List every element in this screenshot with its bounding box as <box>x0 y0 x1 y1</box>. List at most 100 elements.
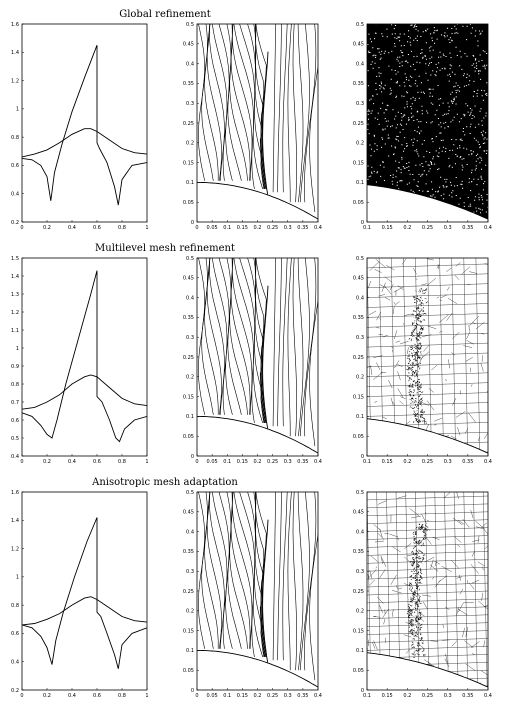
contour-line <box>299 492 310 671</box>
y-tick-label: 0.8 <box>11 603 19 609</box>
axes-frame <box>196 491 319 691</box>
x-tick-label: 0.6 <box>93 693 101 699</box>
y-tick-label: 0.3 <box>356 335 364 341</box>
contour-line <box>253 258 265 424</box>
panels-group: 0 0.2 0.4 0.6 0.8 10.20.40.60.811.21.41.60 0.0… <box>11 22 492 699</box>
y-tick-label: 0.1 <box>186 414 194 420</box>
x-tick-label: 0.25 <box>267 225 278 231</box>
panel-mesh-row2: 0.1 0.15 0.2 0.25 0.3 0.35 0.4 0 0.05 0.1 0.15 0.2 0… <box>353 490 492 699</box>
y-tick-label: 1.1 <box>11 328 19 334</box>
contour-line <box>206 492 222 649</box>
y-tick-label: 0.25 <box>353 589 364 595</box>
contour-line <box>209 258 225 415</box>
panel-content <box>22 270 147 443</box>
y-tick-label: 0.05 <box>353 434 364 440</box>
x-tick-label: 0.25 <box>422 225 433 231</box>
panel-content <box>367 24 488 222</box>
y-tick-label: 1.2 <box>11 546 19 552</box>
x-tick-label: 0.3 <box>284 225 292 231</box>
contour-line <box>272 492 276 661</box>
panel-profile-row0: 0 0.2 0.4 0.6 0.8 10.20.40.60.811.21.41.6 <box>11 22 149 231</box>
contour-line <box>282 258 288 427</box>
contour-line <box>255 258 267 424</box>
y-tick-label: 0.15 <box>353 160 364 166</box>
x-tick-label: 0 <box>195 459 198 465</box>
contour-line <box>255 492 266 658</box>
contour-line <box>299 258 310 437</box>
y-tick-label: 0.3 <box>356 569 364 575</box>
contour-line <box>253 24 265 190</box>
x-tick-label: 0.8 <box>118 225 126 231</box>
contour-line <box>226 258 242 415</box>
y-tick-label: 0.45 <box>183 42 194 48</box>
y-tick-label: 0.1 <box>356 180 364 186</box>
contour-line <box>282 24 288 193</box>
contour-line <box>209 492 225 649</box>
y-tick-label: 1.6 <box>11 490 19 496</box>
contour-line <box>287 24 292 203</box>
row-title-multilevel: Multilevel mesh refinement <box>95 243 235 254</box>
refined-band <box>406 523 429 658</box>
body-boundary <box>367 652 488 688</box>
panel-content <box>197 492 318 688</box>
series-line-0 <box>22 517 147 669</box>
x-tick-label: 0 <box>20 225 23 231</box>
x-tick-label: 0.2 <box>43 693 51 699</box>
x-tick-label: 0.8 <box>118 459 126 465</box>
x-tick-label: 0.2 <box>254 459 262 465</box>
axes-frame <box>21 23 148 223</box>
y-tick-label: 0.3 <box>356 101 364 107</box>
contour-line <box>309 64 318 213</box>
body-region <box>367 418 488 456</box>
x-tick-label: 0.1 <box>223 693 231 699</box>
y-tick-label: 0.4 <box>11 192 19 198</box>
y-tick-label: 0.25 <box>353 355 364 361</box>
body-region <box>367 184 488 222</box>
x-tick-label: 0.4 <box>314 693 322 699</box>
y-tick-label: 0.6 <box>11 163 19 169</box>
y-tick-label: 0.15 <box>183 394 194 400</box>
series-line-0 <box>22 45 147 206</box>
y-tick-label: 0.1 <box>186 648 194 654</box>
contour-line <box>304 24 317 203</box>
panel-contours-row2: 0 0.05 0.1 0.15 0.2 0.25 0.3 0.35 0.4 0 0.05 0.1 0.1… <box>183 490 322 699</box>
y-tick-label: 0.4 <box>186 529 194 535</box>
body-boundary <box>367 418 488 454</box>
y-tick-label: 0.1 <box>356 414 364 420</box>
contour-line <box>309 532 318 681</box>
x-tick-label: 0.4 <box>484 693 492 699</box>
contour-line <box>231 258 253 415</box>
contour-line <box>233 24 255 190</box>
panel-content <box>197 24 318 220</box>
x-tick-label: 0.8 <box>118 693 126 699</box>
contour-line <box>282 492 288 661</box>
contour-line <box>304 492 317 671</box>
x-tick-label: 0.35 <box>462 693 473 699</box>
x-tick-label: 0.25 <box>267 693 278 699</box>
x-tick-label: 0.15 <box>237 459 248 465</box>
y-tick-label: 0.5 <box>186 256 194 262</box>
x-tick-label: 0.2 <box>254 693 262 699</box>
y-tick-label: 0.25 <box>183 121 194 127</box>
body-region <box>367 652 488 690</box>
series-line-1 <box>22 374 147 410</box>
x-tick-label: 0.3 <box>444 225 452 231</box>
y-tick-label: 0.6 <box>11 631 19 637</box>
contour-line <box>231 24 253 181</box>
x-tick-label: 0.3 <box>284 459 292 465</box>
contour-line <box>277 24 282 193</box>
contour-line <box>229 258 248 415</box>
y-tick-label: 0 <box>361 454 364 460</box>
x-tick-label: 0.6 <box>93 459 101 465</box>
refined-band <box>406 287 428 425</box>
x-tick-label: 0.15 <box>382 225 393 231</box>
contour-line <box>297 24 304 203</box>
x-tick-label: 0.3 <box>284 693 292 699</box>
contour-line <box>198 24 205 181</box>
shock-line <box>262 285 269 429</box>
contour-line <box>233 492 255 658</box>
x-tick-label: 0.3 <box>444 459 452 465</box>
y-tick-label: 0.5 <box>356 22 364 28</box>
x-tick-label: 0.1 <box>223 225 231 231</box>
series-line-1 <box>22 128 147 158</box>
